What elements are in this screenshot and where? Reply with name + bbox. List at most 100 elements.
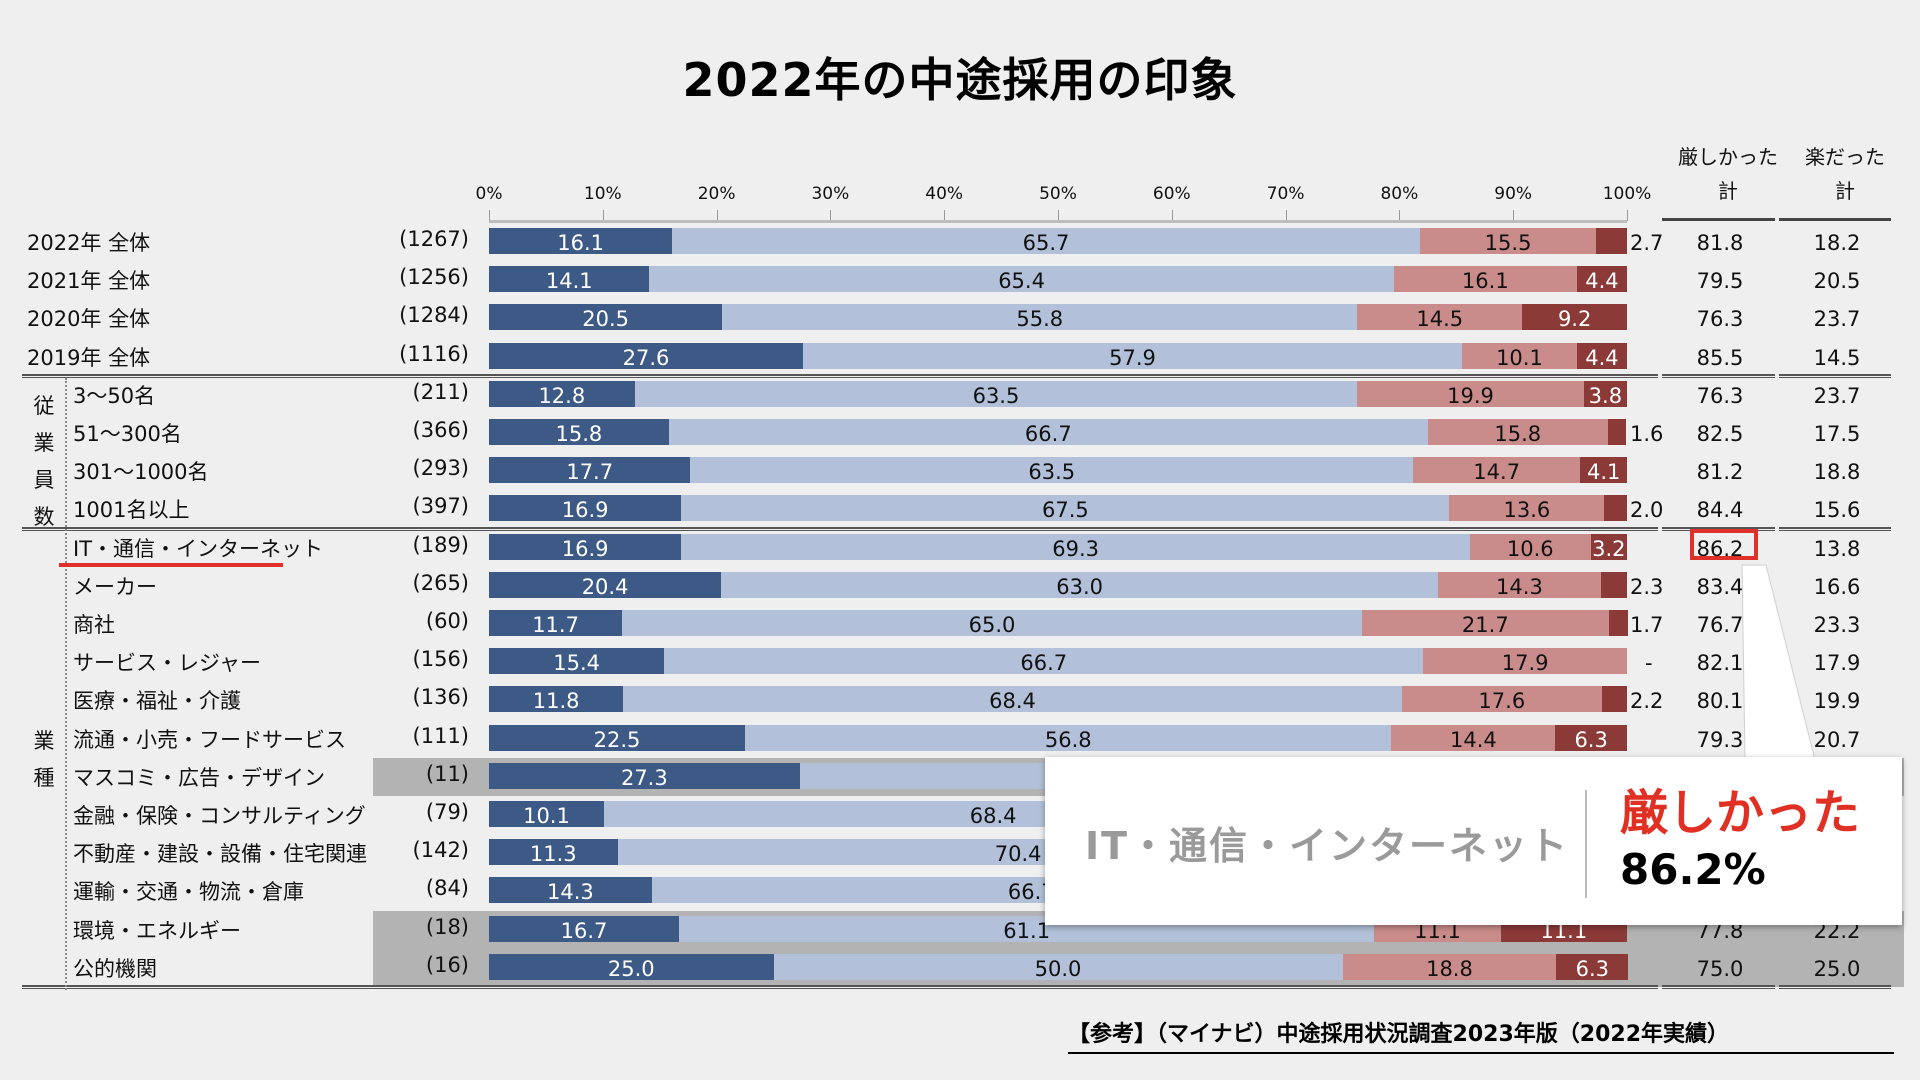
bar-segment-somewhat_hard: 55.8	[722, 304, 1358, 331]
bar-value-label: 1.6	[1630, 422, 1664, 446]
bar-value-label: 14.4	[1449, 727, 1497, 752]
bar-segment-very_easy: 4.4	[1576, 342, 1627, 370]
bar-value-label: 66.7	[1020, 651, 1068, 676]
bar-segment-very_hard: 15.8	[489, 419, 669, 446]
header-line: 計	[1718, 179, 1738, 203]
hard-total-value: 85.5	[1696, 345, 1744, 370]
bar-segment-somewhat_easy: 15.5	[1419, 228, 1597, 255]
x-tick-label: 10%	[583, 184, 622, 204]
bar-segment-somewhat_hard: 66.7	[668, 419, 1428, 446]
x-tick	[1285, 210, 1287, 221]
row-sample-size: (18)	[425, 914, 469, 939]
row-sample-size: (366)	[412, 418, 469, 442]
bar-segment-very_hard: 25.0	[489, 953, 774, 981]
header-rule	[1662, 218, 1775, 221]
row-label: メーカー	[73, 574, 157, 599]
easy-total-value: 17.5	[1813, 422, 1861, 446]
bar-value-label: 16.1	[557, 231, 604, 255]
bar-value-label: 2.3	[1630, 574, 1664, 599]
bar-segment-somewhat_easy: 14.7	[1413, 457, 1581, 485]
bar-segment-very_easy: 6.3	[1555, 724, 1627, 752]
bar-value-label: 11.3	[529, 842, 577, 867]
row-label: 環境・エネルギー	[73, 918, 241, 943]
x-tick-label: 60%	[1152, 184, 1191, 204]
hard-total-value: 79.3	[1696, 727, 1744, 752]
hard-total-header: 厳しかった計	[1663, 140, 1793, 208]
row-label: 不動産・建設・設備・住宅関連	[73, 842, 367, 867]
row-sample-size: (397)	[412, 494, 469, 519]
bar-value-label: 11.8	[532, 689, 580, 714]
easy-total-value: 17.9	[1813, 651, 1861, 676]
bar-value-label: 17.7	[566, 460, 614, 485]
bar-value-label: -	[1645, 651, 1653, 676]
x-tick	[1513, 210, 1515, 221]
bar-segment-somewhat_hard: 63.5	[690, 457, 1414, 484]
x-tick	[944, 210, 946, 221]
row-separator	[1662, 984, 1775, 989]
bar-value-label: 3.2	[1592, 536, 1626, 561]
bar-segment-very_easy	[1596, 228, 1627, 254]
bar-value-label: 61.1	[1003, 918, 1051, 943]
bar-segment-somewhat_hard: 56.8	[745, 724, 1392, 752]
chart-title: 2022年の中途採用の印象	[682, 53, 1238, 107]
callout-tail-shape	[1741, 564, 1816, 761]
bar-value-label: 57.9	[1109, 345, 1156, 370]
easy-total-value: 23.3	[1813, 613, 1861, 637]
bar-segment-very_hard: 14.1	[489, 266, 650, 293]
bar-value-label: 14.7	[1473, 460, 1521, 485]
row-label: サービス・レジャー	[73, 651, 261, 676]
easy-total-value: 23.7	[1813, 307, 1861, 332]
row-label: 公的機関	[73, 956, 157, 981]
easy-total-header: 楽だった計	[1780, 140, 1910, 208]
bar-segment-very_easy: 4.1	[1580, 457, 1627, 485]
easy-total-value: 20.7	[1813, 727, 1861, 752]
x-tick-label: 20%	[697, 184, 736, 204]
bar-segment-very_hard: 27.3	[489, 762, 800, 790]
bar-value-label: 16.9	[561, 498, 609, 523]
bar-value-label: 15.8	[1494, 422, 1542, 446]
bar-value-label: 2.7	[1630, 231, 1664, 255]
x-tick-label: 80%	[1380, 184, 1419, 204]
bar-segment-somewhat_easy: 14.3	[1438, 571, 1601, 599]
row-separator	[22, 373, 1658, 378]
bar-value-label: 15.5	[1484, 231, 1532, 255]
bar-segment-somewhat_hard: 68.4	[623, 686, 1402, 713]
group-label-char: 数	[33, 505, 55, 529]
bar-value-label: 4.1	[1586, 460, 1621, 485]
bar-segment-very_hard: 14.3	[489, 877, 652, 905]
group-label-char: 業	[33, 729, 55, 753]
bar-value-label: 14.3	[546, 880, 594, 905]
bar-segment-very_hard: 12.8	[489, 380, 635, 408]
row-sample-size: (189)	[412, 532, 469, 557]
bar-value-label: 14.5	[1416, 307, 1464, 332]
bar-segment-very_easy	[1601, 686, 1627, 713]
x-tick-label: 0%	[475, 184, 503, 204]
bar-value-label: 10.1	[1496, 345, 1543, 370]
row-separator	[22, 984, 1658, 989]
bar-value-label: 16.1	[1461, 269, 1509, 294]
hard-total-value: 84.4	[1696, 498, 1744, 523]
bar-value-label: 22.5	[593, 727, 641, 752]
row-sample-size: (1284)	[399, 303, 469, 328]
row-separator	[1662, 373, 1775, 378]
bar-segment-very_easy	[1607, 419, 1626, 445]
x-tick	[1399, 210, 1401, 221]
bar-value-label: 2.0	[1630, 498, 1664, 523]
row-label: 金融・保険・コンサルティング	[73, 804, 366, 828]
easy-total-value: 18.8	[1813, 460, 1861, 485]
hard-total-value: 76.7	[1696, 613, 1744, 637]
bar-segment-somewhat_easy: 21.7	[1361, 610, 1609, 637]
row-separator	[1779, 526, 1891, 531]
bar-value-label: 69.3	[1052, 536, 1099, 561]
bar-value-label: 15.8	[555, 422, 603, 446]
x-tick	[1171, 210, 1173, 221]
bar-segment-very_hard: 16.1	[489, 228, 673, 255]
row-sample-size: (111)	[412, 723, 469, 748]
group-divider-line	[65, 378, 67, 990]
bar-segment-very_hard: 16.9	[489, 533, 682, 561]
row-sample-size: (11)	[425, 761, 469, 786]
bar-value-label: 27.6	[622, 345, 670, 370]
bar-value-label: 17.6	[1478, 689, 1526, 714]
hard-total-value: 76.3	[1696, 383, 1744, 408]
bar-value-label: 4.4	[1585, 269, 1619, 294]
